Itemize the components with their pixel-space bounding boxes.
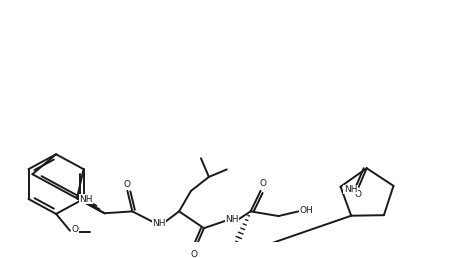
Text: NH: NH <box>153 219 166 228</box>
Text: NH: NH <box>344 185 357 194</box>
Text: NH: NH <box>225 215 239 224</box>
Text: O: O <box>124 180 131 189</box>
Text: NH: NH <box>79 195 93 204</box>
Text: O: O <box>259 179 266 188</box>
Text: O: O <box>354 190 361 199</box>
Text: O: O <box>71 225 78 234</box>
Text: OH: OH <box>300 206 313 215</box>
Text: O: O <box>191 250 197 258</box>
